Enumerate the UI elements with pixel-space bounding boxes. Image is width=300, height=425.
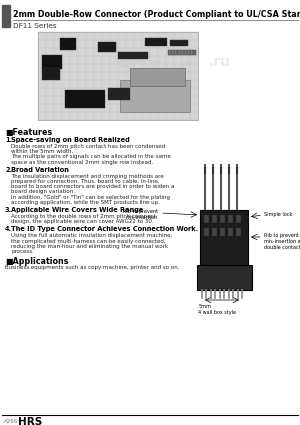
Bar	[236, 228, 241, 236]
Text: Double rows of 2mm pitch contact has been condensed: Double rows of 2mm pitch contact has bee…	[11, 144, 165, 149]
Text: within the 5mm width.: within the 5mm width.	[11, 149, 73, 154]
Text: According to the double rows of 2mm pitch compact: According to the double rows of 2mm pitc…	[11, 214, 156, 219]
Text: reducing the man-hour and eliminating the manual work: reducing the man-hour and eliminating th…	[11, 244, 168, 249]
Bar	[42, 68, 60, 80]
Bar	[98, 42, 116, 52]
Bar	[118, 52, 148, 59]
Bar	[204, 215, 209, 223]
Text: prepared for connection. Thus, board to cable, in-line,: prepared for connection. Thus, board to …	[11, 179, 160, 184]
Text: Simple lock: Simple lock	[264, 212, 292, 217]
Text: Rib to prevent
mis-insertion: Rib to prevent mis-insertion	[123, 209, 158, 220]
Text: Broad Variation: Broad Variation	[11, 167, 69, 173]
Text: .ru: .ru	[209, 55, 231, 69]
Bar	[200, 210, 248, 265]
Bar	[212, 228, 217, 236]
Text: 4.: 4.	[5, 227, 12, 232]
Text: Using the full automatic insulation displacement machine,: Using the full automatic insulation disp…	[11, 233, 172, 238]
Text: SOZUK: SOZUK	[117, 59, 193, 77]
Bar	[38, 32, 198, 120]
Text: ■Applications: ■Applications	[5, 257, 68, 266]
Bar	[65, 90, 105, 108]
Bar	[42, 55, 62, 69]
Bar	[220, 215, 225, 223]
Text: 1.: 1.	[5, 137, 12, 143]
Text: board to board connectors are provided in order to widen a: board to board connectors are provided i…	[11, 184, 175, 189]
Text: design, the applicable wire can cover AWG22 to 30.: design, the applicable wire can cover AW…	[11, 219, 154, 224]
Text: the complicated multi-harness can be easily connected,: the complicated multi-harness can be eas…	[11, 238, 166, 244]
Text: HRS: HRS	[18, 417, 42, 425]
Bar	[145, 38, 167, 46]
Bar	[60, 38, 76, 50]
Text: Business equipments such as copy machine, printer and so on.: Business equipments such as copy machine…	[5, 265, 179, 270]
Text: space as the conventional 2mm single row instead.: space as the conventional 2mm single row…	[11, 160, 153, 164]
Text: ■Features: ■Features	[5, 128, 52, 137]
Text: process.: process.	[11, 249, 34, 254]
Text: 5mm: 5mm	[199, 304, 212, 309]
Bar	[212, 215, 217, 223]
Text: In addition, "Gold" or "Tin" can be selected for the plating: In addition, "Gold" or "Tin" can be sele…	[11, 195, 170, 200]
Bar	[108, 88, 130, 100]
Text: 3.: 3.	[5, 207, 12, 213]
Text: 2.: 2.	[5, 167, 12, 173]
Text: board design variation.: board design variation.	[11, 190, 75, 194]
Bar	[228, 228, 233, 236]
Bar	[236, 215, 241, 223]
Text: DF11 Series: DF11 Series	[13, 23, 57, 29]
Text: The insulation displacement and crimping methods are: The insulation displacement and crimping…	[11, 174, 164, 179]
Bar	[220, 228, 225, 236]
Bar	[170, 40, 188, 46]
Bar	[130, 68, 185, 86]
Text: The ID Type Connector Achieves Connection Work.: The ID Type Connector Achieves Connectio…	[11, 227, 198, 232]
Text: 2mm Double-Row Connector (Product Compliant to UL/CSA Standard): 2mm Double-Row Connector (Product Compli…	[13, 9, 300, 19]
Text: The multiple pairs of signals can be allocated in the same: The multiple pairs of signals can be all…	[11, 154, 171, 159]
Bar	[197, 265, 252, 290]
Bar	[120, 80, 190, 112]
Bar	[168, 50, 196, 55]
Text: Applicable Wire Covers Wide Range: Applicable Wire Covers Wide Range	[11, 207, 143, 213]
Bar	[228, 215, 233, 223]
Text: 4 wall box style: 4 wall box style	[198, 310, 236, 315]
Text: A266: A266	[4, 419, 18, 424]
Text: according application, while the SMT products line up.: according application, while the SMT pro…	[11, 200, 160, 205]
Text: Space-saving on Board Realized: Space-saving on Board Realized	[11, 137, 130, 143]
Text: Rib to prevent contact
mis-insertion as well as
double contact mis-insertion: Rib to prevent contact mis-insertion as …	[264, 233, 300, 249]
Bar	[2, 5, 10, 27]
Bar	[204, 228, 209, 236]
